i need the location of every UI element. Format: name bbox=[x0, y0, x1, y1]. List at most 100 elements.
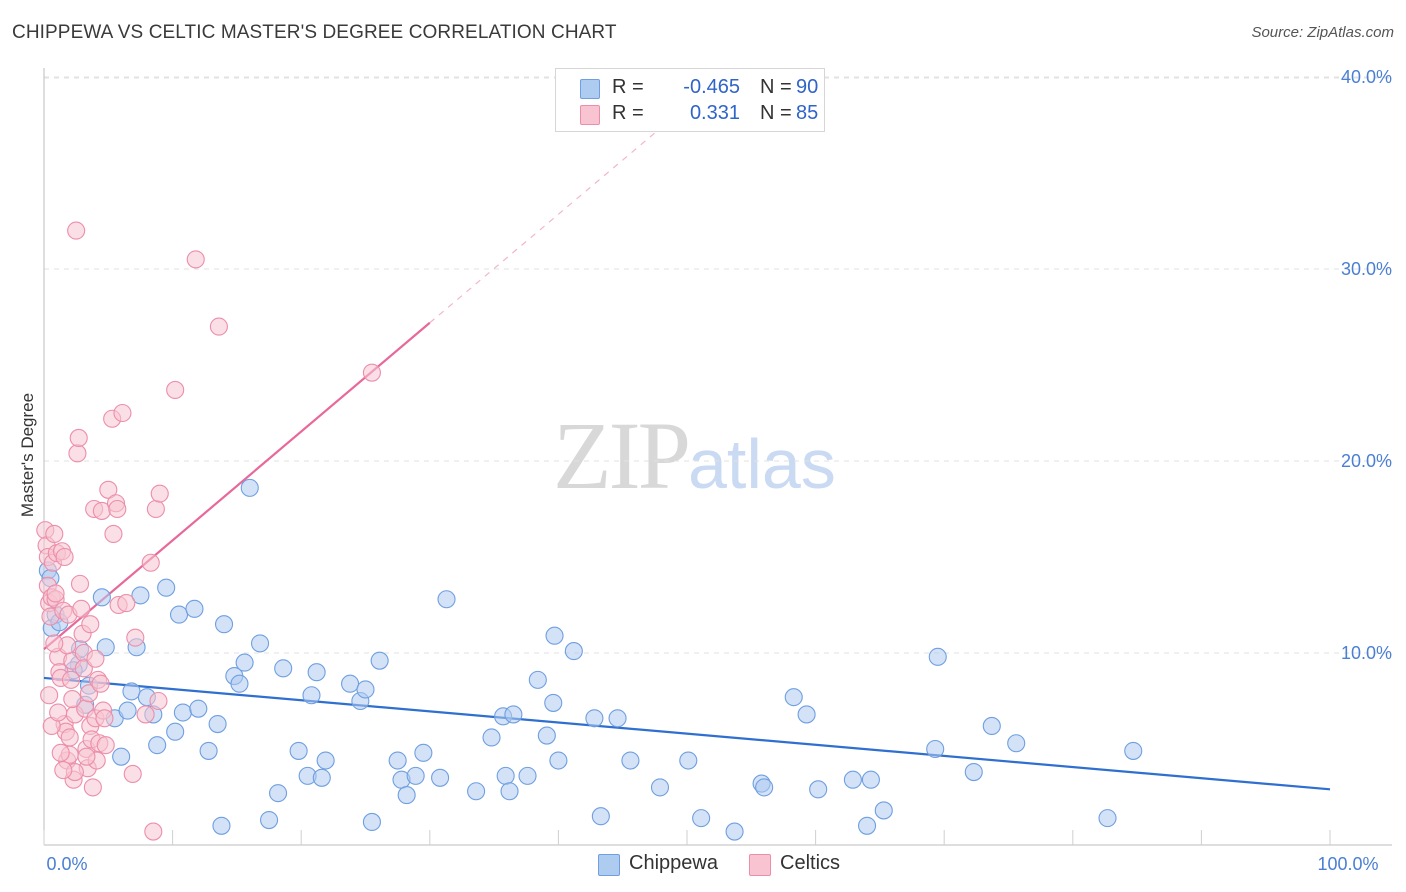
chippewa-point bbox=[608, 709, 627, 728]
grid-lines bbox=[44, 76, 1392, 654]
celtics-trend-extension bbox=[429, 105, 688, 324]
celtics-point bbox=[81, 615, 100, 634]
celtics-point bbox=[67, 221, 86, 240]
chippewa-point bbox=[549, 751, 568, 770]
celtics-swatch bbox=[749, 854, 771, 876]
celtics-point bbox=[55, 547, 74, 567]
tick-labels: 10.0% 20.0% 30.0% 40.0% 0.0% 100.0% bbox=[46, 67, 1392, 874]
celtics-point bbox=[60, 728, 79, 747]
chippewa-point bbox=[92, 588, 111, 607]
chippewa-point bbox=[406, 766, 425, 785]
n-label: N = bbox=[760, 102, 792, 124]
r-label: R = bbox=[612, 76, 644, 98]
chippewa-point bbox=[621, 751, 640, 770]
watermark: ZIPatlas bbox=[553, 400, 836, 511]
chippewa-point bbox=[585, 709, 604, 728]
chippewa-point bbox=[964, 762, 983, 782]
chippewa-point bbox=[755, 778, 774, 797]
chippewa-point bbox=[166, 722, 185, 741]
chippewa-point bbox=[692, 809, 711, 828]
chippewa-point bbox=[235, 653, 254, 672]
chippewa-point bbox=[259, 810, 279, 830]
chippewa-point bbox=[784, 688, 803, 707]
chippewa-point bbox=[545, 626, 564, 645]
celtics-point bbox=[99, 480, 118, 499]
celtics-point bbox=[77, 747, 96, 766]
chippewa-point bbox=[289, 741, 308, 760]
y-tick-label: 40.0% bbox=[1341, 67, 1392, 87]
chippewa-point bbox=[189, 699, 208, 718]
chippewa-point bbox=[362, 812, 381, 832]
chippewa-point bbox=[199, 741, 218, 760]
celtics-point bbox=[45, 524, 64, 544]
chippewa-point bbox=[122, 682, 141, 701]
celtics-point bbox=[117, 594, 136, 613]
chippewa-point bbox=[269, 784, 288, 803]
chippewa-point bbox=[214, 615, 234, 634]
chippewa-point bbox=[861, 770, 880, 789]
chippewa-point bbox=[537, 726, 556, 745]
chippewa-point bbox=[388, 751, 407, 770]
chippewa-point bbox=[208, 714, 227, 734]
n-label: N = bbox=[760, 76, 792, 98]
chippewa-point bbox=[725, 822, 744, 841]
chippewa-point bbox=[307, 663, 326, 682]
chippewa-point bbox=[482, 728, 501, 747]
celtics-point bbox=[362, 363, 381, 382]
celtics-point bbox=[150, 484, 169, 503]
x-tick-label: 100.0% bbox=[1317, 854, 1378, 874]
celtics-point bbox=[51, 743, 70, 762]
celtics-point bbox=[72, 599, 91, 618]
watermark-atlas: atlas bbox=[688, 425, 836, 503]
chart-title: CHIPPEWA VS CELTIC MASTER'S DEGREE CORRE… bbox=[12, 22, 617, 43]
chippewa-point bbox=[518, 766, 537, 785]
chippewa-point bbox=[544, 693, 563, 712]
celtics-point bbox=[146, 499, 165, 519]
chippewa-point bbox=[370, 651, 389, 670]
chippewa-point bbox=[112, 747, 131, 766]
chippewa-point bbox=[857, 816, 877, 835]
data-points bbox=[36, 221, 1143, 841]
celtics-point bbox=[63, 690, 82, 709]
celtics-point bbox=[69, 428, 88, 448]
chippewa-point bbox=[500, 782, 519, 801]
celtics-point bbox=[166, 380, 185, 400]
n-value: 85 bbox=[796, 102, 819, 124]
chippewa-point bbox=[437, 590, 456, 609]
chippewa-swatch bbox=[598, 854, 620, 876]
chippewa-swatch bbox=[580, 79, 600, 99]
celtics-point bbox=[61, 670, 81, 689]
r-label: R = bbox=[612, 102, 644, 124]
chippewa-point bbox=[250, 634, 270, 653]
chippewa-point bbox=[341, 674, 360, 693]
stats-legend: R = -0.465 N = 90 R = 0.331 N = 85 bbox=[555, 68, 825, 132]
chippewa-point bbox=[302, 686, 321, 705]
celtics-point bbox=[83, 778, 102, 797]
y-tick-label: 10.0% bbox=[1341, 643, 1392, 663]
chippewa-point bbox=[874, 801, 893, 820]
chippewa-point bbox=[131, 586, 150, 605]
celtics-point bbox=[141, 553, 160, 572]
chippewa-point bbox=[504, 705, 523, 724]
chippewa-point bbox=[274, 659, 293, 678]
chippewa-point bbox=[564, 642, 583, 661]
celtics-point bbox=[136, 705, 155, 724]
chippewa-point bbox=[312, 768, 331, 787]
celtics-point bbox=[68, 444, 87, 463]
legend-label: Chippewa bbox=[629, 852, 718, 874]
chippewa-point bbox=[1124, 741, 1143, 760]
chippewa-trend-line bbox=[43, 676, 1331, 791]
chippewa-point bbox=[148, 736, 167, 755]
celtics-point bbox=[108, 499, 127, 519]
celtics-point bbox=[79, 684, 99, 703]
watermark-zip: ZIP bbox=[553, 402, 691, 509]
chippewa-point bbox=[1007, 734, 1026, 753]
celtics-point bbox=[46, 584, 65, 603]
chippewa-point bbox=[528, 670, 547, 689]
celtics-point bbox=[91, 674, 110, 693]
celtics-point bbox=[149, 691, 168, 711]
chippewa-point bbox=[591, 807, 610, 826]
chippewa-point bbox=[431, 768, 450, 787]
chippewa-point bbox=[356, 680, 375, 699]
